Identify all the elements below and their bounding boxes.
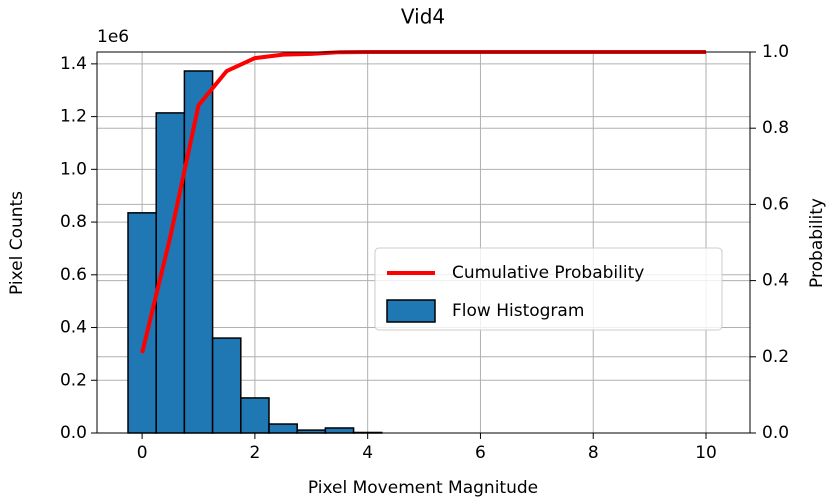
plot-area: [127, 50, 707, 434]
y2-tick-label: 0.0: [762, 423, 789, 443]
axes: 0 2 4 6 8 10 0.0 0.2 0.4 0.6 0.8 1.0 1.2 1.4 0.0 0.2 0.4…: [60, 42, 789, 463]
x-tick-label: 4: [362, 443, 373, 463]
chart-title: Vid4: [401, 5, 445, 29]
histogram-bar: [211, 337, 242, 434]
plot-frame: [96, 51, 751, 434]
histogram-bar: [183, 70, 214, 434]
y2-tick-label: 0.6: [762, 194, 789, 214]
y-tick-label: 1.4: [60, 54, 87, 74]
y-tick-label: 1.0: [60, 159, 87, 179]
legend-box: [374, 247, 723, 331]
y2-tick-label: 1.0: [762, 42, 789, 62]
y-tick-label: 0.4: [60, 318, 87, 338]
y2-tick-label: 0.4: [762, 271, 789, 291]
y-tick-label: 0.6: [60, 265, 87, 285]
histogram-bar: [268, 423, 298, 434]
x-tick-label: 8: [588, 443, 599, 463]
legend: Cumulative Probability Flow Histogram: [374, 247, 723, 331]
y2-tick-label: 0.2: [762, 347, 789, 367]
y-tick-label: 0.0: [60, 423, 87, 443]
legend-label: Flow Histogram: [452, 301, 584, 321]
histogram-bar: [240, 397, 270, 434]
x-axis-label: Pixel Movement Magnitude: [308, 478, 538, 498]
histogram-bar: [127, 212, 157, 434]
histogram-bar: [324, 427, 355, 434]
y2-axis-label: Probability: [807, 198, 827, 288]
x-tick-label: 2: [249, 443, 260, 463]
y2-tick-label: 0.8: [762, 118, 789, 138]
x-tick-label: 6: [475, 443, 486, 463]
y-axis-label: Pixel Counts: [7, 191, 27, 295]
legend-label: Cumulative Probability: [452, 263, 644, 283]
x-tick-label: 10: [695, 443, 717, 463]
y-tick-label: 0.8: [60, 212, 87, 232]
legend-patch: [386, 299, 436, 323]
y-offset-text: 1e6: [97, 27, 129, 47]
y-tick-label: 0.2: [60, 370, 87, 390]
y-tick-label: 1.2: [60, 107, 87, 127]
x-tick-label: 0: [137, 443, 148, 463]
